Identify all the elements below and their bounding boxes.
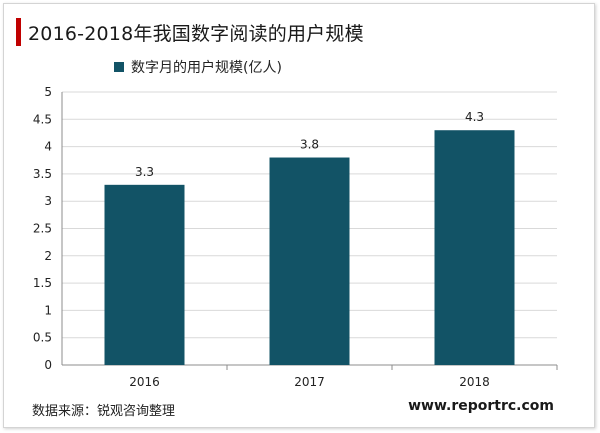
bar-chart: 0 0.5 1 1.5 2 2.5 3 3.5 4 4.5 5 3.3 2016 3.8 2017 4.3 20… xyxy=(33,85,558,389)
y-tick-label: 3 xyxy=(44,194,52,208)
x-tick-label: 2016 xyxy=(129,375,160,389)
bar-2018 xyxy=(434,130,515,365)
source-note: 数据来源：锐观咨询整理 xyxy=(32,404,176,419)
y-tick-label: 2 xyxy=(44,249,52,263)
bar-2017 xyxy=(269,157,350,365)
data-label: 3.3 xyxy=(135,165,154,179)
data-label: 4.3 xyxy=(465,110,484,124)
y-tick-label: 4.5 xyxy=(33,112,52,126)
website-link[interactable]: www.reportrc.com xyxy=(408,398,554,414)
chart-frame: 2016-2018年我国数字阅读的用户规模 数字月的用户规模(亿人) 0 0.5 1… xyxy=(3,3,595,428)
y-tick-label: 0 xyxy=(44,358,52,372)
y-tick-label: 5 xyxy=(44,85,52,99)
y-tick-label: 4 xyxy=(44,140,52,154)
legend: 数字月的用户规模(亿人) xyxy=(114,57,282,77)
bar-2016 xyxy=(104,184,185,365)
x-tick-label: 2017 xyxy=(294,375,325,389)
chart-title: 2016-2018年我国数字阅读的用户规模 xyxy=(28,23,364,45)
y-tick-label: 0.5 xyxy=(33,331,52,345)
data-label: 3.8 xyxy=(300,138,319,152)
legend-label: 数字月的用户规模(亿人) xyxy=(131,60,282,76)
legend-swatch xyxy=(114,62,124,72)
y-tick-label: 1.5 xyxy=(33,276,52,290)
title-accent-bar xyxy=(16,18,21,46)
y-tick-label: 3.5 xyxy=(33,167,52,181)
x-tick-label: 2018 xyxy=(459,375,490,389)
y-tick-label: 2.5 xyxy=(33,222,52,236)
y-tick-label: 1 xyxy=(44,303,52,317)
